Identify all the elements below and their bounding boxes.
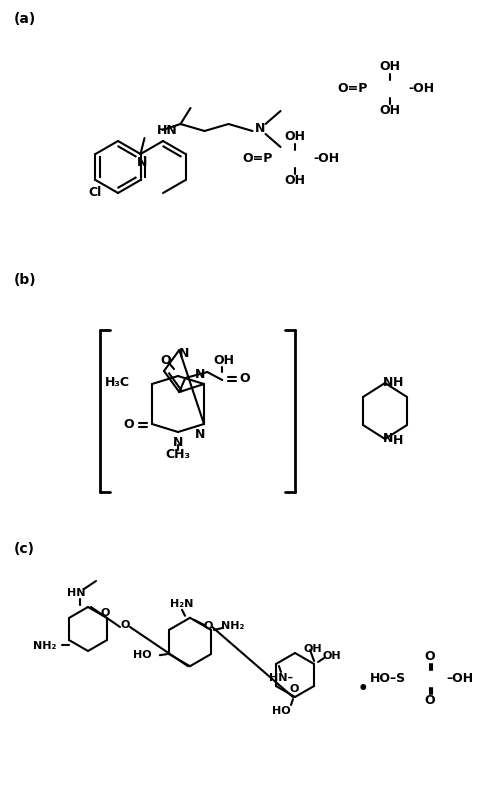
Text: O: O [101, 608, 110, 617]
Text: NH₂: NH₂ [221, 621, 245, 631]
Text: N: N [195, 367, 205, 380]
Text: OH: OH [214, 353, 235, 366]
Text: N: N [137, 157, 148, 169]
Text: H₃C: H₃C [105, 375, 130, 388]
Text: O=P: O=P [338, 82, 368, 95]
Text: -OH: -OH [408, 82, 434, 95]
Text: CH₃: CH₃ [166, 448, 190, 461]
Text: H: H [393, 375, 403, 388]
Text: O: O [161, 353, 171, 366]
Text: OH: OH [379, 104, 400, 118]
Text: Cl: Cl [89, 186, 102, 199]
Text: HO: HO [272, 706, 291, 716]
Text: O=P: O=P [243, 153, 273, 165]
Text: OH: OH [285, 174, 306, 187]
Text: HN: HN [67, 588, 85, 598]
Text: O: O [203, 621, 213, 631]
Text: O: O [425, 650, 435, 663]
Text: (a): (a) [14, 12, 36, 26]
Text: H: H [393, 434, 403, 448]
Text: -OH: -OH [313, 153, 339, 165]
Text: O: O [121, 620, 129, 630]
Text: HN: HN [157, 124, 177, 137]
Text: N: N [179, 348, 189, 361]
Text: O: O [289, 684, 299, 695]
Text: N: N [383, 433, 393, 445]
Text: O: O [425, 695, 435, 708]
Text: OH: OH [323, 651, 341, 661]
Text: N: N [195, 428, 205, 441]
Text: OH: OH [285, 131, 306, 144]
Text: HN–: HN– [269, 673, 293, 683]
Text: OH: OH [304, 644, 322, 654]
Text: HO: HO [133, 650, 152, 660]
Text: OH: OH [379, 61, 400, 73]
Text: (c): (c) [14, 542, 35, 556]
Text: N: N [383, 377, 393, 390]
Text: HO–S: HO–S [370, 672, 406, 685]
Text: NH₂: NH₂ [33, 641, 56, 651]
Text: •: • [358, 680, 369, 698]
Text: N: N [173, 436, 183, 449]
Text: O: O [239, 371, 249, 384]
Text: H₂N: H₂N [170, 599, 193, 608]
Text: (b): (b) [14, 273, 37, 287]
Text: N: N [255, 123, 266, 136]
Text: O: O [124, 417, 134, 430]
Text: –OH: –OH [446, 672, 473, 685]
